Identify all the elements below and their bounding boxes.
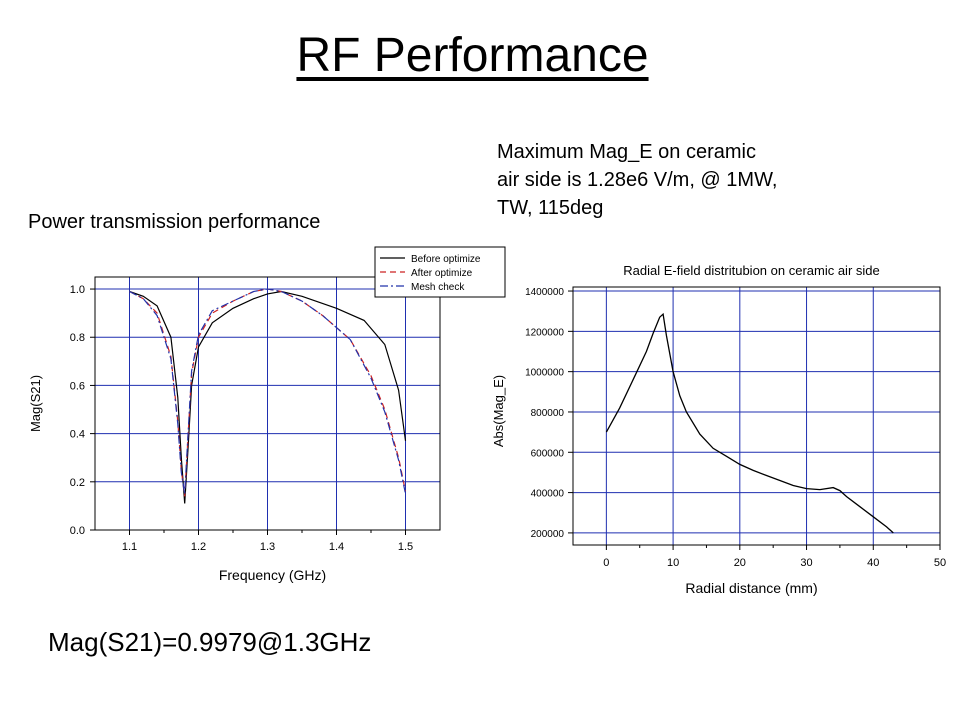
legend-box <box>374 246 506 298</box>
left-caption: Power transmission performance <box>28 211 321 233</box>
chart-title: Radial E-field distritubion on ceramic a… <box>623 263 880 278</box>
series-line <box>605 312 894 534</box>
y-tick-label: 1400000 <box>525 287 564 298</box>
y-axis-label: Mag(S21) <box>28 375 43 432</box>
x-tick-label: 1.3 <box>260 541 275 553</box>
x-tick-label: 20 <box>734 557 746 569</box>
y-axis-label: Abs(Mag_E) <box>491 375 506 447</box>
x-tick-label: 10 <box>667 557 679 569</box>
right-caption-line: air side is 1.28e6 V/m, @ 1MW, <box>497 169 778 191</box>
y-tick-label: 1000000 <box>525 368 564 379</box>
x-tick-label: 40 <box>867 557 879 569</box>
x-tick-label: 50 <box>934 557 946 569</box>
x-tick-label: 1.4 <box>329 541 344 553</box>
y-tick-label: 0.6 <box>70 380 85 392</box>
footer-text: Mag(S21)=0.9979@1.3GHz <box>48 627 372 657</box>
y-tick-label: 0.2 <box>70 477 85 489</box>
y-tick-label: 0.8 <box>70 332 85 344</box>
y-tick-label: 1200000 <box>525 327 564 338</box>
y-tick-label: 800000 <box>531 408 565 419</box>
y-tick-label: 0.4 <box>70 429 85 441</box>
y-tick-label: 400000 <box>531 489 565 500</box>
x-axis-label: Frequency (GHz) <box>219 567 326 583</box>
y-tick-label: 600000 <box>531 448 565 459</box>
plot-frame <box>572 286 941 546</box>
x-axis-label: Radial distance (mm) <box>685 580 817 596</box>
legend-label: After optimize <box>411 268 473 279</box>
series-line <box>129 288 407 495</box>
slide-title: RF Performance <box>296 29 649 82</box>
x-tick-label: 1.1 <box>122 541 137 553</box>
x-tick-label: 30 <box>800 557 812 569</box>
x-tick-label: 0 <box>603 557 609 569</box>
y-tick-label: 1.0 <box>70 284 85 296</box>
legend-label: Mesh check <box>411 282 465 293</box>
right-caption: Maximum Mag_E on ceramic air side is 1.2… <box>497 138 777 222</box>
y-tick-label: 200000 <box>531 529 565 540</box>
series-line <box>129 290 407 504</box>
y-tick-label: 0.0 <box>70 525 85 537</box>
right-caption-line: Maximum Mag_E on ceramic <box>497 141 756 163</box>
right-caption-line: TW, 115deg <box>497 197 604 219</box>
legend-label: Before optimize <box>411 254 481 265</box>
x-tick-label: 1.2 <box>191 541 206 553</box>
x-tick-label: 1.5 <box>398 541 413 553</box>
